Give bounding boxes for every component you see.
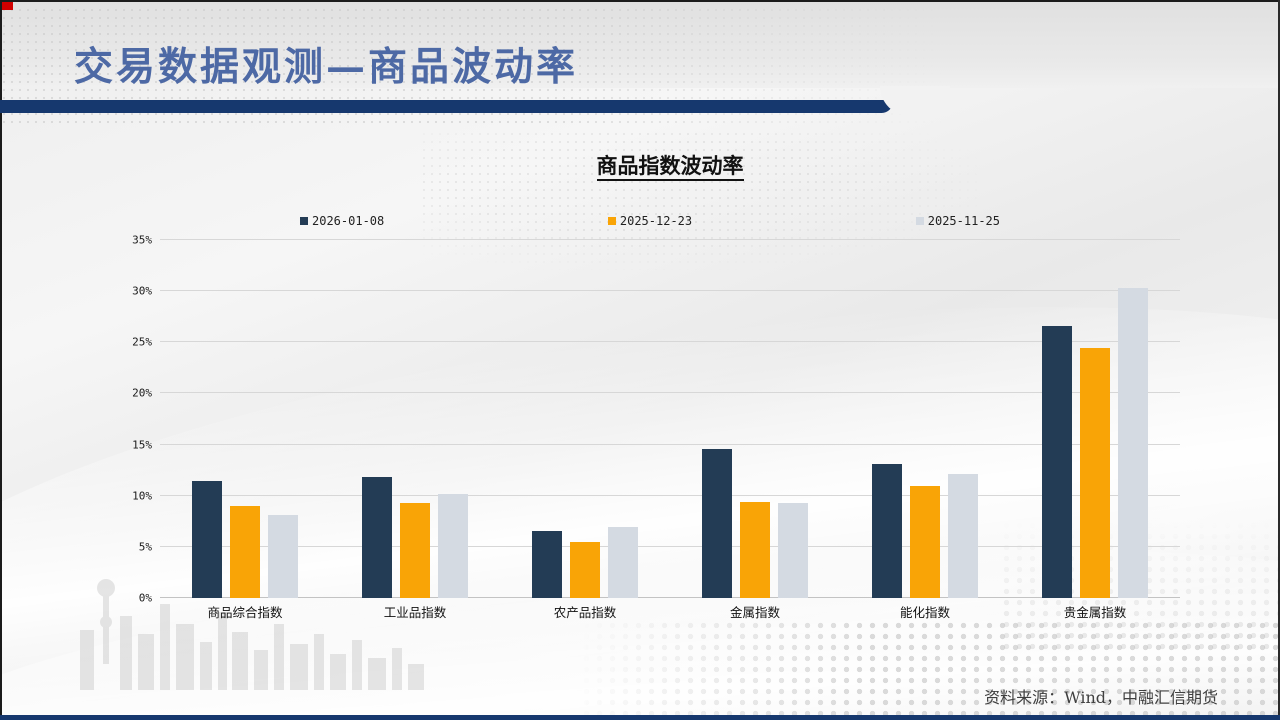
slide-border-left xyxy=(0,0,2,720)
gridline-25% xyxy=(160,341,1180,343)
legend-marker xyxy=(300,217,308,225)
gridline-20% xyxy=(160,392,1180,394)
legend-label: 2025-11-25 xyxy=(927,214,1000,228)
bar-2025-11-25 xyxy=(268,515,298,598)
legend-marker xyxy=(915,217,924,225)
bar-2026-01-08 xyxy=(362,477,392,598)
bar-2025-12-23 xyxy=(910,485,940,598)
y-tick-label: 25% xyxy=(132,335,152,349)
bar-groups xyxy=(160,240,1180,598)
bar-2025-12-23 xyxy=(400,502,430,598)
bar-2025-11-25 xyxy=(948,474,978,598)
y-tick-label: 30% xyxy=(132,284,152,298)
bar-2025-12-23 xyxy=(570,541,600,598)
bar-2025-12-23 xyxy=(1080,348,1110,598)
gridline-0% xyxy=(160,597,1180,598)
legend-marker xyxy=(607,217,616,225)
gridline-30% xyxy=(160,290,1180,292)
gridline-5% xyxy=(160,545,1180,547)
x-category-label: 贵金属指数 xyxy=(1063,605,1127,620)
y-tick-label: 20% xyxy=(132,386,152,400)
chart-title: 商品指数波动率 xyxy=(160,150,1180,181)
legend-item: 2025-11-25 xyxy=(915,213,1000,229)
bar-2025-12-23 xyxy=(230,505,260,598)
chart-legend: 2026-01-08 2025-12-23 2025-11-25 xyxy=(300,213,1000,229)
bar-2026-01-08 xyxy=(1042,325,1072,598)
bar-2026-01-08 xyxy=(532,530,562,598)
legend-label: 2026-01-08 xyxy=(312,214,385,228)
header-divider-bar xyxy=(0,100,893,113)
bar-2026-01-08 xyxy=(872,464,902,598)
bottom-navy-strip xyxy=(0,715,1280,720)
bar-group-工业品指数 xyxy=(330,240,500,598)
x-category-label: 农产品指数 xyxy=(553,605,617,620)
y-tick-label: 10% xyxy=(132,489,152,503)
bar-group-贵金属指数 xyxy=(1010,240,1180,598)
bar-2026-01-08 xyxy=(702,448,732,598)
x-axis-labels: 商品综合指数 工业品指数 农产品指数 金属指数 能化指数 贵金属指数 xyxy=(160,602,1180,621)
bar-2026-01-08 xyxy=(192,481,222,598)
plot-area xyxy=(160,239,1180,598)
y-tick-label: 5% xyxy=(138,540,152,554)
source-note: 资料来源：Wind，中融汇信期货 xyxy=(984,688,1218,707)
bar-group-商品综合指数 xyxy=(160,240,330,598)
bar-2025-11-25 xyxy=(438,493,468,598)
legend-item: 2025-12-23 xyxy=(607,213,693,229)
bar-group-农产品指数 xyxy=(500,240,670,598)
x-category-label: 能化指数 xyxy=(899,605,950,620)
bar-2025-11-25 xyxy=(1118,288,1148,598)
bar-2025-12-23 xyxy=(740,501,770,598)
page-title: 交易数据观测—商品波动率 xyxy=(74,44,579,90)
bar-group-能化指数 xyxy=(840,240,1010,598)
red-accent-block xyxy=(2,2,13,10)
y-tick-label: 15% xyxy=(132,438,152,452)
legend-label: 2025-12-23 xyxy=(619,214,693,228)
x-category-label: 金属指数 xyxy=(729,605,780,620)
gridline-35% xyxy=(160,239,1180,240)
x-category-label: 商品综合指数 xyxy=(207,605,283,620)
y-tick-label: 0% xyxy=(138,591,152,605)
bar-2025-11-25 xyxy=(608,527,638,598)
bar-group-金属指数 xyxy=(670,240,840,598)
slide-border-top xyxy=(0,0,1280,2)
legend-item: 2026-01-08 xyxy=(300,213,384,229)
bar-2025-11-25 xyxy=(778,502,808,598)
header-divider-swoosh xyxy=(880,86,950,116)
gridline-10% xyxy=(160,494,1180,496)
y-axis-labels: 0% 5% 10% 15% 20% 25% 30% 35% xyxy=(98,234,152,605)
gridline-15% xyxy=(160,443,1180,445)
slide-border-right xyxy=(1278,0,1280,720)
x-category-label: 工业品指数 xyxy=(383,605,447,620)
y-tick-label: 35% xyxy=(132,233,152,247)
